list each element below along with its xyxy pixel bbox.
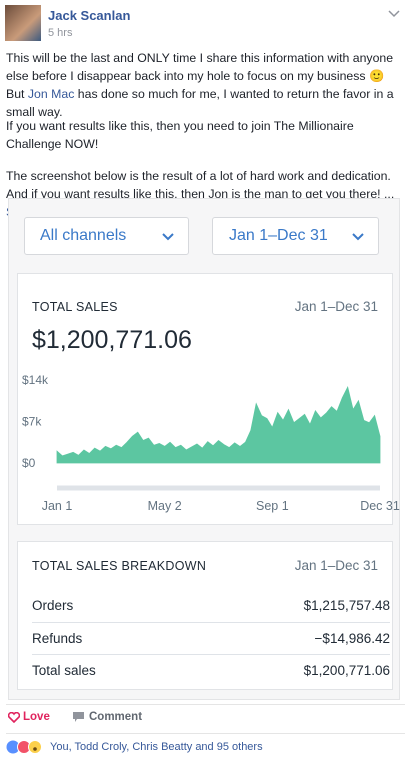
text: This will be the last and ONLY time I sh…	[6, 51, 394, 101]
post-paragraph: This will be the last and ONLY time I sh…	[6, 49, 404, 121]
avatar[interactable]	[5, 5, 41, 41]
sales-card: TOTAL SALES Jan 1–Dec 31 $1,200,771.06	[17, 273, 393, 525]
mention[interactable]: Jon Mac	[27, 87, 75, 101]
total-amount: $1,200,771.06	[32, 326, 192, 354]
breakdown-row: Orders $1,215,757.48	[32, 590, 390, 622]
row-value: −$14,986.42	[314, 631, 390, 646]
divider	[6, 704, 405, 705]
post-paragraph: The screenshot below is the result of a …	[6, 169, 395, 201]
chevron	[352, 233, 364, 241]
x-tick-label: May 2	[148, 499, 182, 513]
card-range: Jan 1–Dec 31	[294, 558, 378, 573]
text: has done so much for me, I wanted to ret…	[6, 87, 394, 119]
x-tick-label: Jan 1	[42, 499, 73, 513]
post-paragraph: If you want results like this, then you …	[6, 119, 354, 151]
filter-text: All channels	[40, 227, 127, 244]
menu-chevron[interactable]	[388, 10, 400, 18]
y-tick-label: $0	[22, 456, 36, 470]
card-title: TOTAL SALES	[32, 300, 118, 314]
screenshot: All channels Jan 1–Dec 31 TOTAL SALES Ja…	[8, 198, 400, 700]
row-label: Total sales	[32, 663, 96, 678]
timestamp[interactable]: 5 hrs	[48, 27, 73, 39]
row-label: Refunds	[32, 631, 83, 646]
reaction-summary[interactable]: You, Todd Croly, Chris Beatty and 95 oth…	[50, 741, 263, 753]
y-tick-label: $7k	[22, 415, 42, 429]
x-tick-label: Dec 31	[360, 499, 400, 513]
row-value: $1,200,771.06	[303, 663, 390, 678]
chevron	[162, 233, 174, 241]
breakdown-row: Total sales $1,200,771.06	[32, 654, 390, 687]
love-icon[interactable]	[8, 712, 20, 723]
breakdown-row: Refunds −$14,986.42	[32, 622, 390, 655]
comment-icon[interactable]	[73, 712, 84, 722]
date-filter: Jan 1–Dec 31	[212, 217, 379, 255]
x-tick-label: Sep 1	[256, 499, 289, 513]
sales-area	[56, 385, 381, 464]
row-value: $1,215,757.48	[303, 598, 390, 613]
card-title: TOTAL SALES BREAKDOWN	[32, 559, 207, 573]
card-range: Jan 1–Dec 31	[294, 299, 378, 314]
comment-button[interactable]: Comment	[89, 711, 143, 723]
breakdown-card: TOTAL SALES BREAKDOWN Jan 1–Dec 31 Order…	[17, 541, 393, 690]
sales-chart: $0 $7k $14k Jan 1 May 2 Sep 1 Dec 31	[22, 373, 400, 513]
divider	[6, 733, 405, 734]
y-tick-label: $14k	[22, 373, 49, 387]
channel-filter: All channels	[24, 217, 189, 255]
reaction-icons[interactable]	[6, 739, 48, 755]
row-label: Orders	[32, 598, 74, 613]
love-button[interactable]: Love	[23, 711, 50, 723]
filter-text: Jan 1–Dec 31	[229, 227, 328, 244]
author[interactable]: Jack Scanlan	[48, 8, 131, 23]
